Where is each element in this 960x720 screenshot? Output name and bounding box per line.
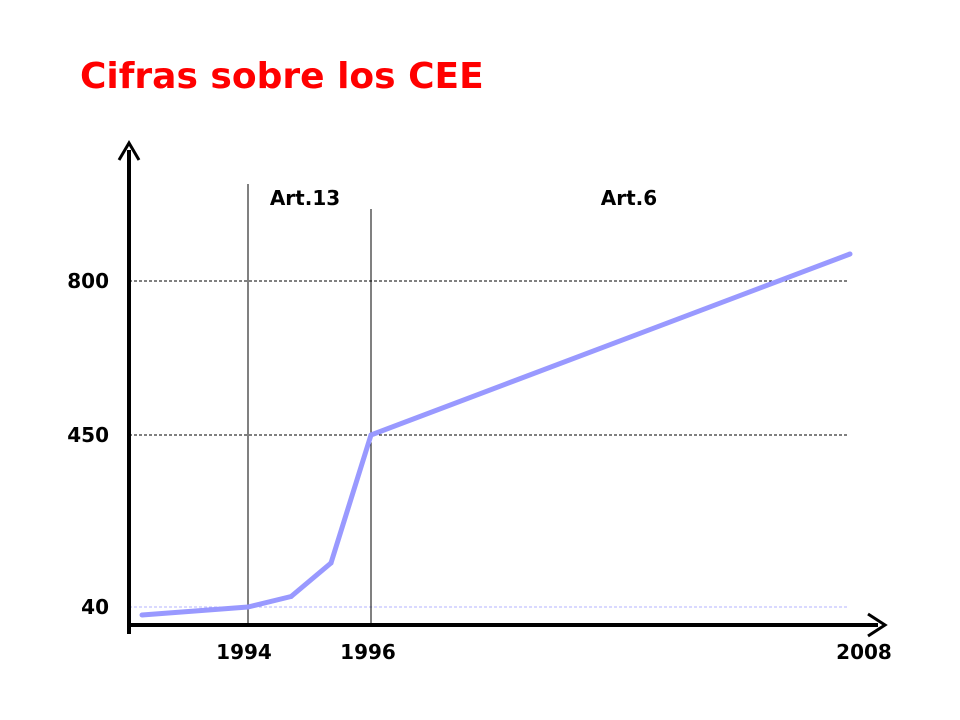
data-point	[368, 432, 374, 438]
y-axis-arrowhead	[117, 140, 141, 161]
data-point	[139, 612, 145, 618]
grid-lines	[129, 280, 848, 608]
x-tick-label-2008: 2008	[836, 640, 892, 664]
data-point	[847, 251, 853, 257]
y-tick-label-450: 450	[67, 423, 109, 447]
series	[139, 251, 853, 618]
data-point	[328, 560, 334, 566]
x-tick-label-1996: 1996	[340, 640, 396, 664]
x-tick-label-1994: 1994	[216, 640, 272, 664]
chart-title: Cifras sobre los CEE	[80, 56, 484, 97]
x-axis-arrowhead	[867, 612, 888, 638]
axes	[117, 140, 888, 638]
annotation-label-art-13: Art.13	[270, 186, 340, 210]
y-tick-label-40: 40	[81, 595, 109, 619]
data-point	[288, 594, 294, 600]
labels: Art.13 Art.6 40 450 800 1994 1996 2008	[67, 186, 892, 664]
series-line-0	[141, 251, 851, 618]
annotation-lines	[247, 184, 372, 625]
y-tick-label-800: 800	[67, 269, 109, 293]
annotation-label-art-6: Art.6	[601, 186, 657, 210]
data-point	[245, 604, 251, 610]
